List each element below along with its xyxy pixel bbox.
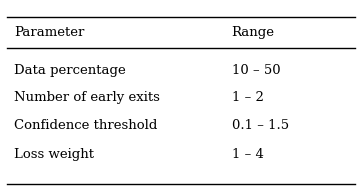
Text: 1 – 4: 1 – 4 — [232, 148, 264, 161]
Text: Parameter: Parameter — [14, 26, 85, 39]
Text: Number of early exits: Number of early exits — [14, 91, 160, 104]
Text: Data percentage: Data percentage — [14, 64, 126, 77]
Text: Confidence threshold: Confidence threshold — [14, 119, 158, 132]
Text: 0.1 – 1.5: 0.1 – 1.5 — [232, 119, 289, 132]
Text: Loss weight: Loss weight — [14, 148, 94, 161]
Text: 1 – 2: 1 – 2 — [232, 91, 264, 104]
Text: Range: Range — [232, 26, 275, 39]
Text: 10 – 50: 10 – 50 — [232, 64, 280, 77]
